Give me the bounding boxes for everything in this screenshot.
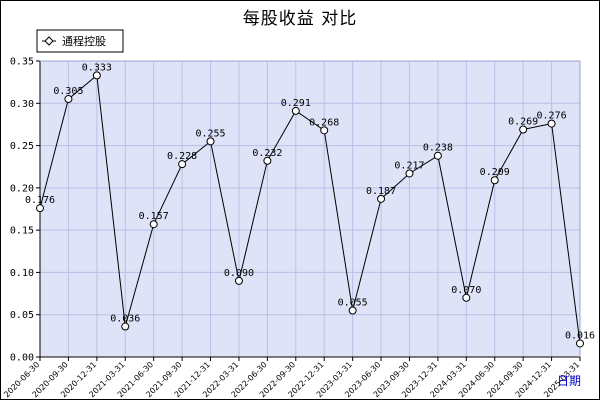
data-point: [377, 194, 386, 203]
series-line: [39, 74, 581, 344]
data-point: [462, 293, 471, 302]
data-label: 0.238: [423, 143, 453, 154]
axes: [39, 60, 581, 358]
data-label: 0.269: [508, 117, 538, 128]
data-point: [547, 119, 556, 128]
data-label: 0.157: [139, 211, 169, 222]
legend-box: [36, 29, 124, 53]
legend: 通程控股: [36, 29, 124, 53]
legend-label: 通程控股: [62, 34, 106, 48]
data-point: [178, 160, 187, 169]
data-label: 0.217: [394, 160, 424, 171]
data-label: 0.209: [480, 167, 510, 178]
data-point: [519, 125, 528, 134]
y-tick-label: 0.15: [10, 226, 34, 237]
y-tick-label: 0.05: [10, 310, 34, 321]
series-layer: 0.176 0.305 0.333 0.036 0.157 0.228 0.255 0.090…: [25, 62, 595, 348]
data-label: 0.090: [224, 268, 254, 279]
data-label: 0.016: [565, 330, 595, 341]
y-tick-label: 0.25: [10, 141, 34, 152]
data-label: 0.291: [281, 98, 311, 109]
data-point: [433, 151, 442, 160]
legend-diamond-marker: [44, 36, 54, 46]
data-point: [490, 176, 499, 185]
data-point: [121, 322, 130, 331]
data-label: 0.232: [252, 148, 282, 159]
data-point: [348, 306, 357, 315]
data-point: [206, 137, 215, 146]
data-label: 0.255: [195, 128, 225, 139]
data-point: [263, 156, 272, 165]
data-point: [64, 95, 73, 104]
data-label: 0.070: [451, 285, 481, 296]
chart-title: 每股收益 对比: [242, 9, 358, 29]
y-tick-label: 0.00: [10, 353, 34, 364]
data-label: 0.036: [110, 314, 140, 325]
data-label: 0.268: [309, 117, 339, 128]
y-axis-ticks: 0.00 0.05 0.10 0.15 0.20 0.25 0.30 0.35: [10, 57, 40, 364]
data-point: [291, 106, 300, 115]
data-label: 0.276: [537, 111, 567, 122]
data-label: 0.055: [338, 297, 368, 308]
data-label: 0.228: [167, 151, 197, 162]
data-label: 0.305: [53, 86, 83, 97]
data-point: [405, 169, 414, 178]
y-tick-label: 0.30: [10, 99, 34, 110]
y-tick-label: 0.10: [10, 268, 34, 279]
data-point: [320, 126, 329, 135]
data-label: 0.333: [82, 62, 112, 73]
data-point: [234, 276, 243, 285]
data-label: 0.187: [366, 186, 396, 197]
data-point: [149, 220, 158, 229]
y-tick-label: 0.20: [10, 183, 34, 194]
data-point: [92, 71, 101, 80]
data-label: 0.176: [25, 195, 55, 206]
data-point: [36, 204, 44, 213]
x-axis-label: 日期: [557, 374, 581, 388]
data-point: [576, 339, 584, 348]
y-tick-label: 0.35: [10, 57, 34, 68]
x-axis-ticks: 2020-06-302020-09-302020-12-312021-03-31…: [2, 357, 581, 399]
